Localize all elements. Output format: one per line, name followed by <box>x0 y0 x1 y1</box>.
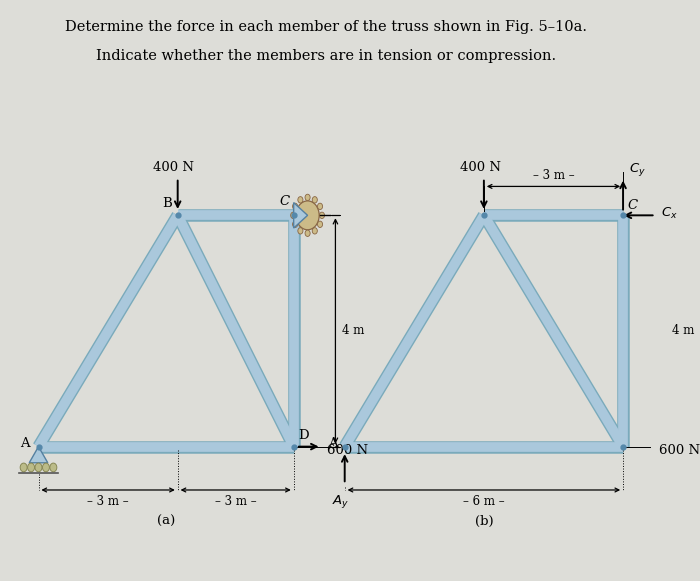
Polygon shape <box>294 203 307 228</box>
Circle shape <box>305 230 310 236</box>
Circle shape <box>290 212 296 218</box>
Text: – 3 m –: – 3 m – <box>215 494 256 508</box>
Circle shape <box>312 196 317 203</box>
Circle shape <box>293 221 297 228</box>
Circle shape <box>319 212 325 218</box>
Circle shape <box>305 194 310 200</box>
Text: 4 m: 4 m <box>672 324 694 338</box>
Text: $C_y$: $C_y$ <box>629 160 645 178</box>
Circle shape <box>312 228 317 234</box>
Circle shape <box>296 201 319 230</box>
Text: A: A <box>328 437 337 450</box>
Text: C: C <box>628 199 638 212</box>
Circle shape <box>318 203 323 210</box>
Text: (a): (a) <box>157 515 175 528</box>
Circle shape <box>318 221 323 228</box>
Circle shape <box>20 463 27 472</box>
Text: $C_x$: $C_x$ <box>661 206 678 221</box>
Text: 4 m: 4 m <box>342 324 365 338</box>
Text: – 3 m –: – 3 m – <box>88 494 129 508</box>
Circle shape <box>43 463 50 472</box>
Text: 400 N: 400 N <box>153 161 193 174</box>
Text: – 6 m –: – 6 m – <box>463 494 505 508</box>
Circle shape <box>293 203 297 210</box>
Text: Indicate whether the members are in tension or compression.: Indicate whether the members are in tens… <box>96 49 556 63</box>
Text: (b): (b) <box>475 515 493 528</box>
Text: A: A <box>20 437 30 450</box>
Polygon shape <box>29 447 48 463</box>
Text: 600 N: 600 N <box>659 444 700 457</box>
Text: $A_y$: $A_y$ <box>332 493 350 510</box>
Circle shape <box>298 228 303 234</box>
Text: 600 N: 600 N <box>327 444 368 457</box>
Circle shape <box>50 463 57 472</box>
Circle shape <box>27 463 34 472</box>
Circle shape <box>298 196 303 203</box>
Text: C: C <box>280 195 290 209</box>
Text: B: B <box>162 196 172 210</box>
Text: D: D <box>298 429 309 442</box>
Circle shape <box>35 463 42 472</box>
Text: – 3 m –: – 3 m – <box>533 169 574 182</box>
Text: 400 N: 400 N <box>460 161 500 174</box>
Text: Determine the force in each member of the truss shown in Fig. 5–10a.: Determine the force in each member of th… <box>65 20 587 34</box>
